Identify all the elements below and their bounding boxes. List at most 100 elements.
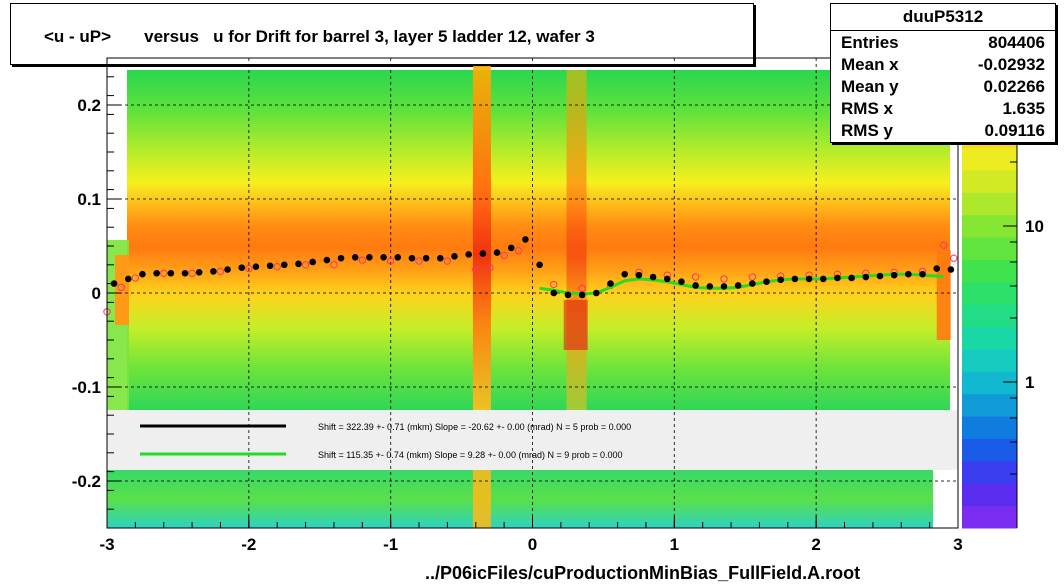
reference-marker: [443, 257, 452, 265]
profile-marker: [309, 258, 316, 266]
profile-marker: [110, 280, 118, 287]
color-scale-label: 1: [1025, 373, 1034, 392]
reference-marker: [117, 283, 125, 292]
x-tick-label: -3: [99, 535, 114, 554]
profile-marker: [706, 283, 714, 290]
reference-marker: [160, 269, 168, 277]
heatmap-hot-stripe-low: [472, 470, 491, 528]
profile-marker: [366, 253, 373, 261]
profile-marker: [394, 253, 402, 261]
reference-marker: [216, 267, 225, 276]
profile-marker: [351, 253, 359, 261]
profile-marker: [195, 269, 203, 276]
profile-marker: [890, 271, 898, 279]
profile-marker: [280, 261, 288, 269]
stats-box: duuP5312 Entries 804406 Mean x -0.02932 …: [830, 3, 1056, 143]
reference-marker: [691, 273, 700, 281]
x-tick-label: 3: [953, 535, 962, 554]
profile-marker: [578, 291, 586, 299]
reference-marker: [720, 275, 728, 283]
color-scale-cell: [962, 192, 1017, 216]
profile-marker: [564, 291, 572, 299]
profile-marker: [919, 270, 926, 278]
reference-marker: [245, 264, 253, 273]
reference-marker: [950, 254, 958, 262]
profile-marker: [607, 280, 614, 287]
profile-marker: [210, 268, 217, 275]
legend-text: Shift = 115.35 +- 0.74 (mkm) Slope = 9.2…: [318, 450, 623, 460]
heatmap-hot-stripe: [566, 70, 587, 410]
profile-marker: [663, 275, 671, 283]
reference-marker: [578, 284, 586, 292]
profile-marker: [465, 251, 472, 258]
reference-marker: [330, 261, 338, 269]
profile-marker: [124, 275, 132, 283]
color-scale-cell: [962, 483, 1017, 507]
stat-row-rms-x: RMS x 1.635: [841, 99, 1045, 121]
stats-title: duuP5312: [831, 4, 1055, 31]
reference-marker: [514, 247, 523, 255]
legend-text: Shift = 322.39 +- 0.71 (mkm) Slope = -20…: [318, 422, 631, 432]
color-scale-cell: [962, 147, 1017, 171]
reference-marker: [358, 256, 366, 264]
grid-lines: [107, 58, 958, 528]
profile-marker: [380, 253, 387, 261]
profile-marker: [479, 250, 487, 257]
profile-marker: [295, 260, 302, 268]
color-scale-cell: [962, 460, 1017, 484]
x-tick-label: 2: [811, 535, 820, 554]
color-scale-cell: [962, 169, 1017, 193]
y-tick-label: 0.1: [77, 190, 101, 209]
axes: -3 -2 -1 0 1 2 3 -0.2 -0.1 0 0.1 0.2: [72, 57, 963, 554]
stat-row-rms-y: RMS y 0.09116: [841, 121, 1045, 143]
color-scale-cell: [962, 281, 1017, 305]
profile-marker: [749, 280, 756, 287]
profile-marker: [167, 269, 175, 277]
profile-marker: [635, 271, 643, 279]
profile-marker: [422, 254, 430, 262]
color-scale-cell: [962, 214, 1017, 238]
color-scale-cell: [962, 371, 1017, 395]
reference-marker: [472, 265, 480, 274]
y-tick-label: -0.1: [72, 378, 101, 397]
heatmap-lower-band: [107, 470, 933, 528]
profile-marker: [266, 262, 274, 270]
profile-marker: [791, 275, 799, 283]
color-scale-cell: [962, 393, 1017, 417]
x-tick-label: -2: [241, 535, 256, 554]
heatmap-edge-right: [936, 250, 951, 340]
reference-marker: [748, 273, 757, 281]
stat-label: Mean x: [841, 55, 899, 74]
reference-marker: [940, 241, 948, 249]
profile-marker: [763, 278, 770, 286]
profile-marker: [848, 274, 855, 282]
profile-marker: [153, 269, 160, 277]
reference-marker: [188, 269, 196, 277]
reference-marker: [301, 261, 310, 269]
stat-value: -0.02932: [977, 55, 1045, 74]
heatmap-hot-spot: [563, 300, 588, 350]
profile-marker: [451, 253, 458, 260]
heatmap-band: [127, 70, 950, 410]
profile-marker: [493, 249, 501, 256]
y-tick-label: 0: [92, 284, 101, 303]
profile-marker: [408, 254, 416, 262]
profile-marker: [323, 256, 331, 264]
profile-marker: [550, 289, 558, 297]
color-scale-cell: [962, 348, 1017, 372]
stat-label: RMS x: [841, 99, 893, 118]
profile-marker: [507, 244, 515, 252]
reference-marker: [550, 280, 558, 289]
profile-marker: [621, 270, 628, 278]
reference-marker: [415, 257, 423, 265]
profile-marker: [862, 273, 870, 281]
profile-marker: [777, 276, 785, 284]
color-scale-cell: [962, 438, 1017, 462]
color-scale-cell: [962, 416, 1017, 439]
profile-marker: [437, 254, 444, 262]
color-scale-cell: [962, 326, 1017, 350]
reference-marker: [386, 257, 395, 265]
color-scale-cell: [962, 259, 1017, 283]
color-scale-cell: [962, 304, 1017, 328]
